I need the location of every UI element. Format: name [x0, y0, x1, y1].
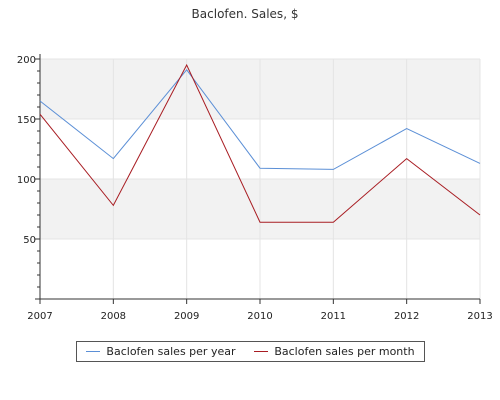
x-tick-label: 2013	[467, 311, 492, 322]
legend: Baclofen sales per year Baclofen sales p…	[76, 341, 425, 362]
legend-label-per-year: Baclofen sales per year	[106, 345, 236, 358]
legend-item-per-month: Baclofen sales per month	[254, 345, 415, 358]
x-tick-label: 2008	[101, 311, 126, 322]
y-tick-label: 150	[17, 115, 36, 126]
legend-swatch-per-year	[86, 351, 101, 352]
chart-title: Baclofen. Sales, $	[192, 7, 299, 21]
legend-item-per-year: Baclofen sales per year	[86, 345, 235, 358]
y-tick-label: 50	[23, 235, 36, 246]
axes	[35, 54, 481, 304]
y-tick-label: 200	[17, 55, 36, 66]
series-line-per-year	[39, 68, 481, 170]
x-tick-label: 2007	[27, 311, 52, 322]
tick-labels: 2007 2008 2009 2010 2011 2012 2013 50 100 150 200	[17, 55, 493, 322]
x-tick-label: 2009	[174, 311, 199, 322]
legend-swatch-per-month	[254, 351, 269, 352]
y-tick-label: 100	[17, 175, 36, 186]
x-tick-label: 2010	[247, 311, 272, 322]
x-tick-label: 2011	[321, 311, 346, 322]
legend-label-per-month: Baclofen sales per month	[274, 345, 415, 358]
series-lines	[39, 63, 481, 223]
series-line-per-month	[39, 63, 481, 223]
x-tick-label: 2012	[394, 311, 419, 322]
gridlines	[40, 58, 481, 299]
